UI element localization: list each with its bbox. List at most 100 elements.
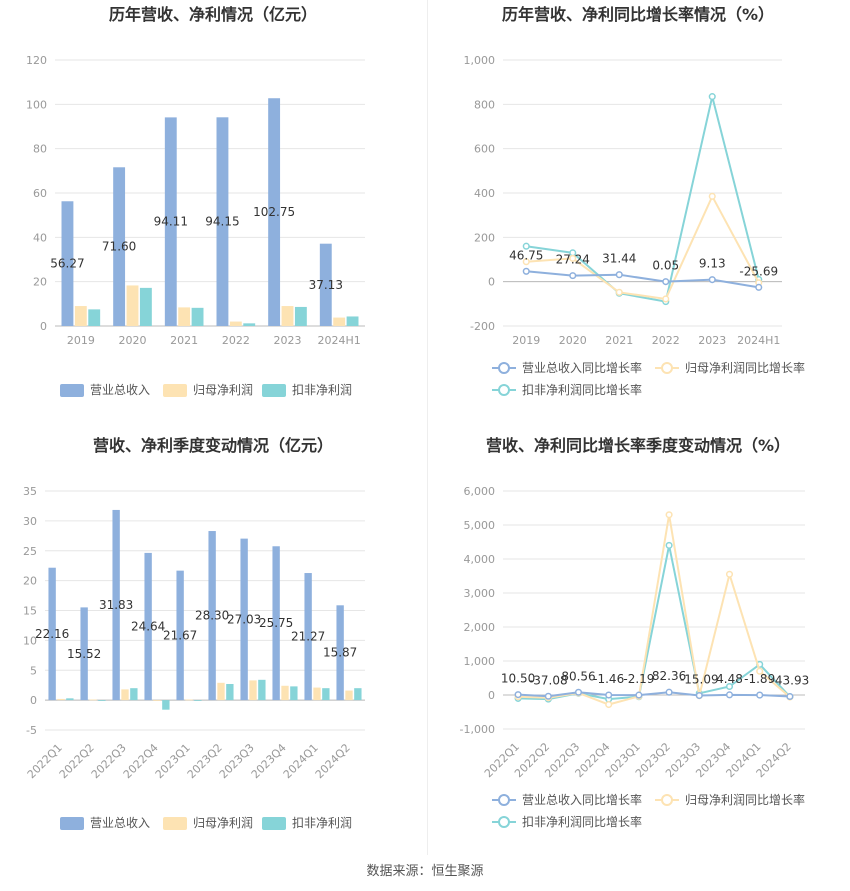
x-tick-label: 2021 [605,334,633,347]
bar-revenue [319,243,332,326]
bar-net-profit [121,689,129,701]
chart-title: 营收、净利同比增长率季度变动情况（%） [486,436,790,455]
bar-revenue [304,573,312,701]
bar-revenue [61,201,74,326]
annual-growth-chart: 历年营收、净利同比增长率情况（%） -200 0 200 400 600 800 1,000 2… [464,5,806,397]
bar-deducted-profit [194,700,202,701]
bar-data-label: 27.03 [227,612,261,626]
legend-label: 营业总收入同比增长率 [522,360,642,375]
bar-net-profit [217,682,225,701]
bar-net-profit [185,699,193,701]
line-data-label: -15.09 [680,673,719,687]
bar-deducted-profit [226,683,234,701]
bar-net-profit [313,687,321,701]
legend-swatch [163,384,187,397]
bar-data-label: 71.60 [102,240,136,254]
series-point [514,691,522,699]
legend-label: 归母净利润 [193,383,253,397]
series-point [569,272,577,280]
y-tick-label: -200 [470,320,495,333]
legend-marker [498,384,510,396]
legend-item[interactable]: 归母净利润 [163,383,253,397]
chart-title: 历年营收、净利情况（亿元） [109,5,317,24]
bar-net-profit [249,680,257,701]
legend-item[interactable]: 归母净利润同比增长率 [655,792,805,807]
x-tick-label: 2019 [512,334,540,347]
bar-net-profit [89,699,97,701]
series-point [574,688,583,696]
legend-item[interactable]: 扣非净利润 [262,383,352,397]
bar-deducted-profit [243,323,256,326]
line-data-label: 0.05 [652,259,679,273]
y-tick-label: 35 [23,485,37,498]
chart-title: 营收、净利季度变动情况（亿元） [93,436,333,455]
legend-label: 营业总收入 [90,383,150,397]
legend-item[interactable]: 营业总收入同比增长率 [492,792,642,807]
legend-item[interactable]: 扣非净利润 [262,816,352,830]
bar-revenue [216,117,229,326]
series-point [725,691,734,699]
legend-label: 归母净利润同比增长率 [685,792,805,807]
bar-deducted-profit [162,700,170,710]
series-point [615,271,623,279]
legend-label: 归母净利润同比增长率 [685,360,805,375]
x-tick-label: 2019 [67,334,95,347]
bar-revenue [272,546,280,701]
line-data-label: 31.44 [602,252,636,266]
series-point [662,278,670,286]
vertical-divider [427,0,428,855]
legend-item[interactable]: 扣非净利润同比增长率 [492,382,642,397]
y-tick-label: 10 [23,634,37,647]
legend-item[interactable]: 归母净利润 [163,816,253,830]
y-tick-label: 80 [33,143,47,156]
y-tick-label: 20 [23,575,37,588]
line-data-label: -1.46 [593,672,624,686]
line-data-label: 80.56 [561,669,595,683]
legend-marker [661,794,673,806]
line-data-label: 10.50 [501,672,535,686]
x-tick-label: 2024H1 [318,334,361,347]
bar-revenue [268,98,281,326]
legend-marker [498,816,510,828]
bar-deducted-profit [139,287,152,326]
bar-data-label: 22.16 [35,627,69,641]
series-point [756,667,764,675]
x-tick-label: 2023 [274,334,302,347]
bar-revenue [48,567,56,701]
legend-item[interactable]: 归母净利润同比增长率 [655,360,805,375]
annual-amount-chart: 历年营收、净利情况（亿元） 0 20 40 60 80 100 120 2019 2020 2021… [26,5,365,397]
y-tick-label: 600 [474,143,495,156]
legend-label: 扣非净利润 [292,816,352,830]
x-tick-label: 2024H1 [737,334,780,347]
y-tick-label: 5,000 [464,519,496,532]
bar-deducted-profit [294,306,307,326]
y-tick-label: 20 [33,276,47,289]
line-data-label: -43.93 [771,673,810,687]
bar-net-profit [345,690,353,701]
series-point [708,93,716,101]
legend-item[interactable]: 营业总收入 [60,816,150,830]
y-tick-label: -5 [26,724,37,737]
line-data-label: 4.48 [716,672,743,686]
y-tick-label: 0 [488,276,495,289]
y-tick-label: -1,000 [460,723,495,736]
legend-item[interactable]: 扣非净利润同比增长率 [492,814,642,829]
bar-net-profit [74,306,87,326]
series-line [518,691,790,698]
y-tick-label: 30 [23,515,37,528]
bar-data-label: 21.67 [163,628,197,642]
chart-title: 历年营收、净利同比增长率情况（%） [502,5,774,24]
legend-item[interactable]: 营业总收入同比增长率 [492,360,642,375]
legend-label: 营业总收入 [90,816,150,830]
series-line [526,96,760,303]
bar-data-label: 56.27 [50,257,84,271]
x-tick-label: 2020 [119,334,147,347]
series-line [518,514,791,706]
x-tick-label: 2022 [222,334,250,347]
x-tick-label: 2023 [698,334,726,347]
legend-item[interactable]: 营业总收入 [60,383,150,397]
line-data-label: 82.36 [652,669,686,683]
legend-swatch [60,384,84,397]
y-tick-label: 100 [26,98,47,111]
bar-revenue [164,117,177,327]
